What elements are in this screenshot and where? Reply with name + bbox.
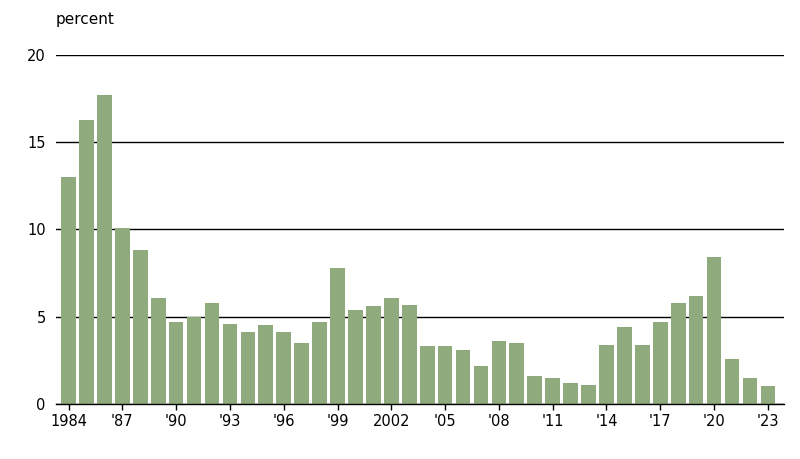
Text: percent: percent: [56, 12, 115, 27]
Bar: [563, 383, 578, 404]
Bar: [706, 257, 722, 404]
Bar: [186, 317, 202, 404]
Bar: [527, 376, 542, 404]
Bar: [653, 322, 668, 404]
Bar: [384, 297, 398, 404]
Bar: [115, 228, 130, 404]
Bar: [617, 327, 632, 404]
Bar: [582, 385, 596, 404]
Bar: [491, 341, 506, 404]
Bar: [510, 343, 524, 404]
Bar: [205, 303, 219, 404]
Bar: [294, 343, 309, 404]
Bar: [599, 345, 614, 404]
Bar: [742, 378, 758, 404]
Bar: [725, 358, 739, 404]
Bar: [635, 345, 650, 404]
Bar: [222, 324, 238, 404]
Bar: [151, 297, 166, 404]
Bar: [420, 347, 434, 404]
Bar: [671, 303, 686, 404]
Bar: [169, 322, 183, 404]
Bar: [761, 386, 775, 404]
Bar: [402, 304, 417, 404]
Bar: [241, 332, 255, 404]
Bar: [312, 322, 327, 404]
Bar: [133, 251, 148, 404]
Bar: [330, 268, 345, 404]
Bar: [276, 332, 291, 404]
Bar: [97, 95, 112, 404]
Bar: [689, 296, 703, 404]
Bar: [258, 325, 273, 404]
Bar: [546, 378, 560, 404]
Bar: [366, 306, 381, 404]
Bar: [438, 347, 453, 404]
Bar: [62, 177, 76, 404]
Bar: [456, 350, 470, 404]
Bar: [79, 120, 94, 404]
Bar: [348, 310, 363, 404]
Bar: [474, 365, 488, 404]
